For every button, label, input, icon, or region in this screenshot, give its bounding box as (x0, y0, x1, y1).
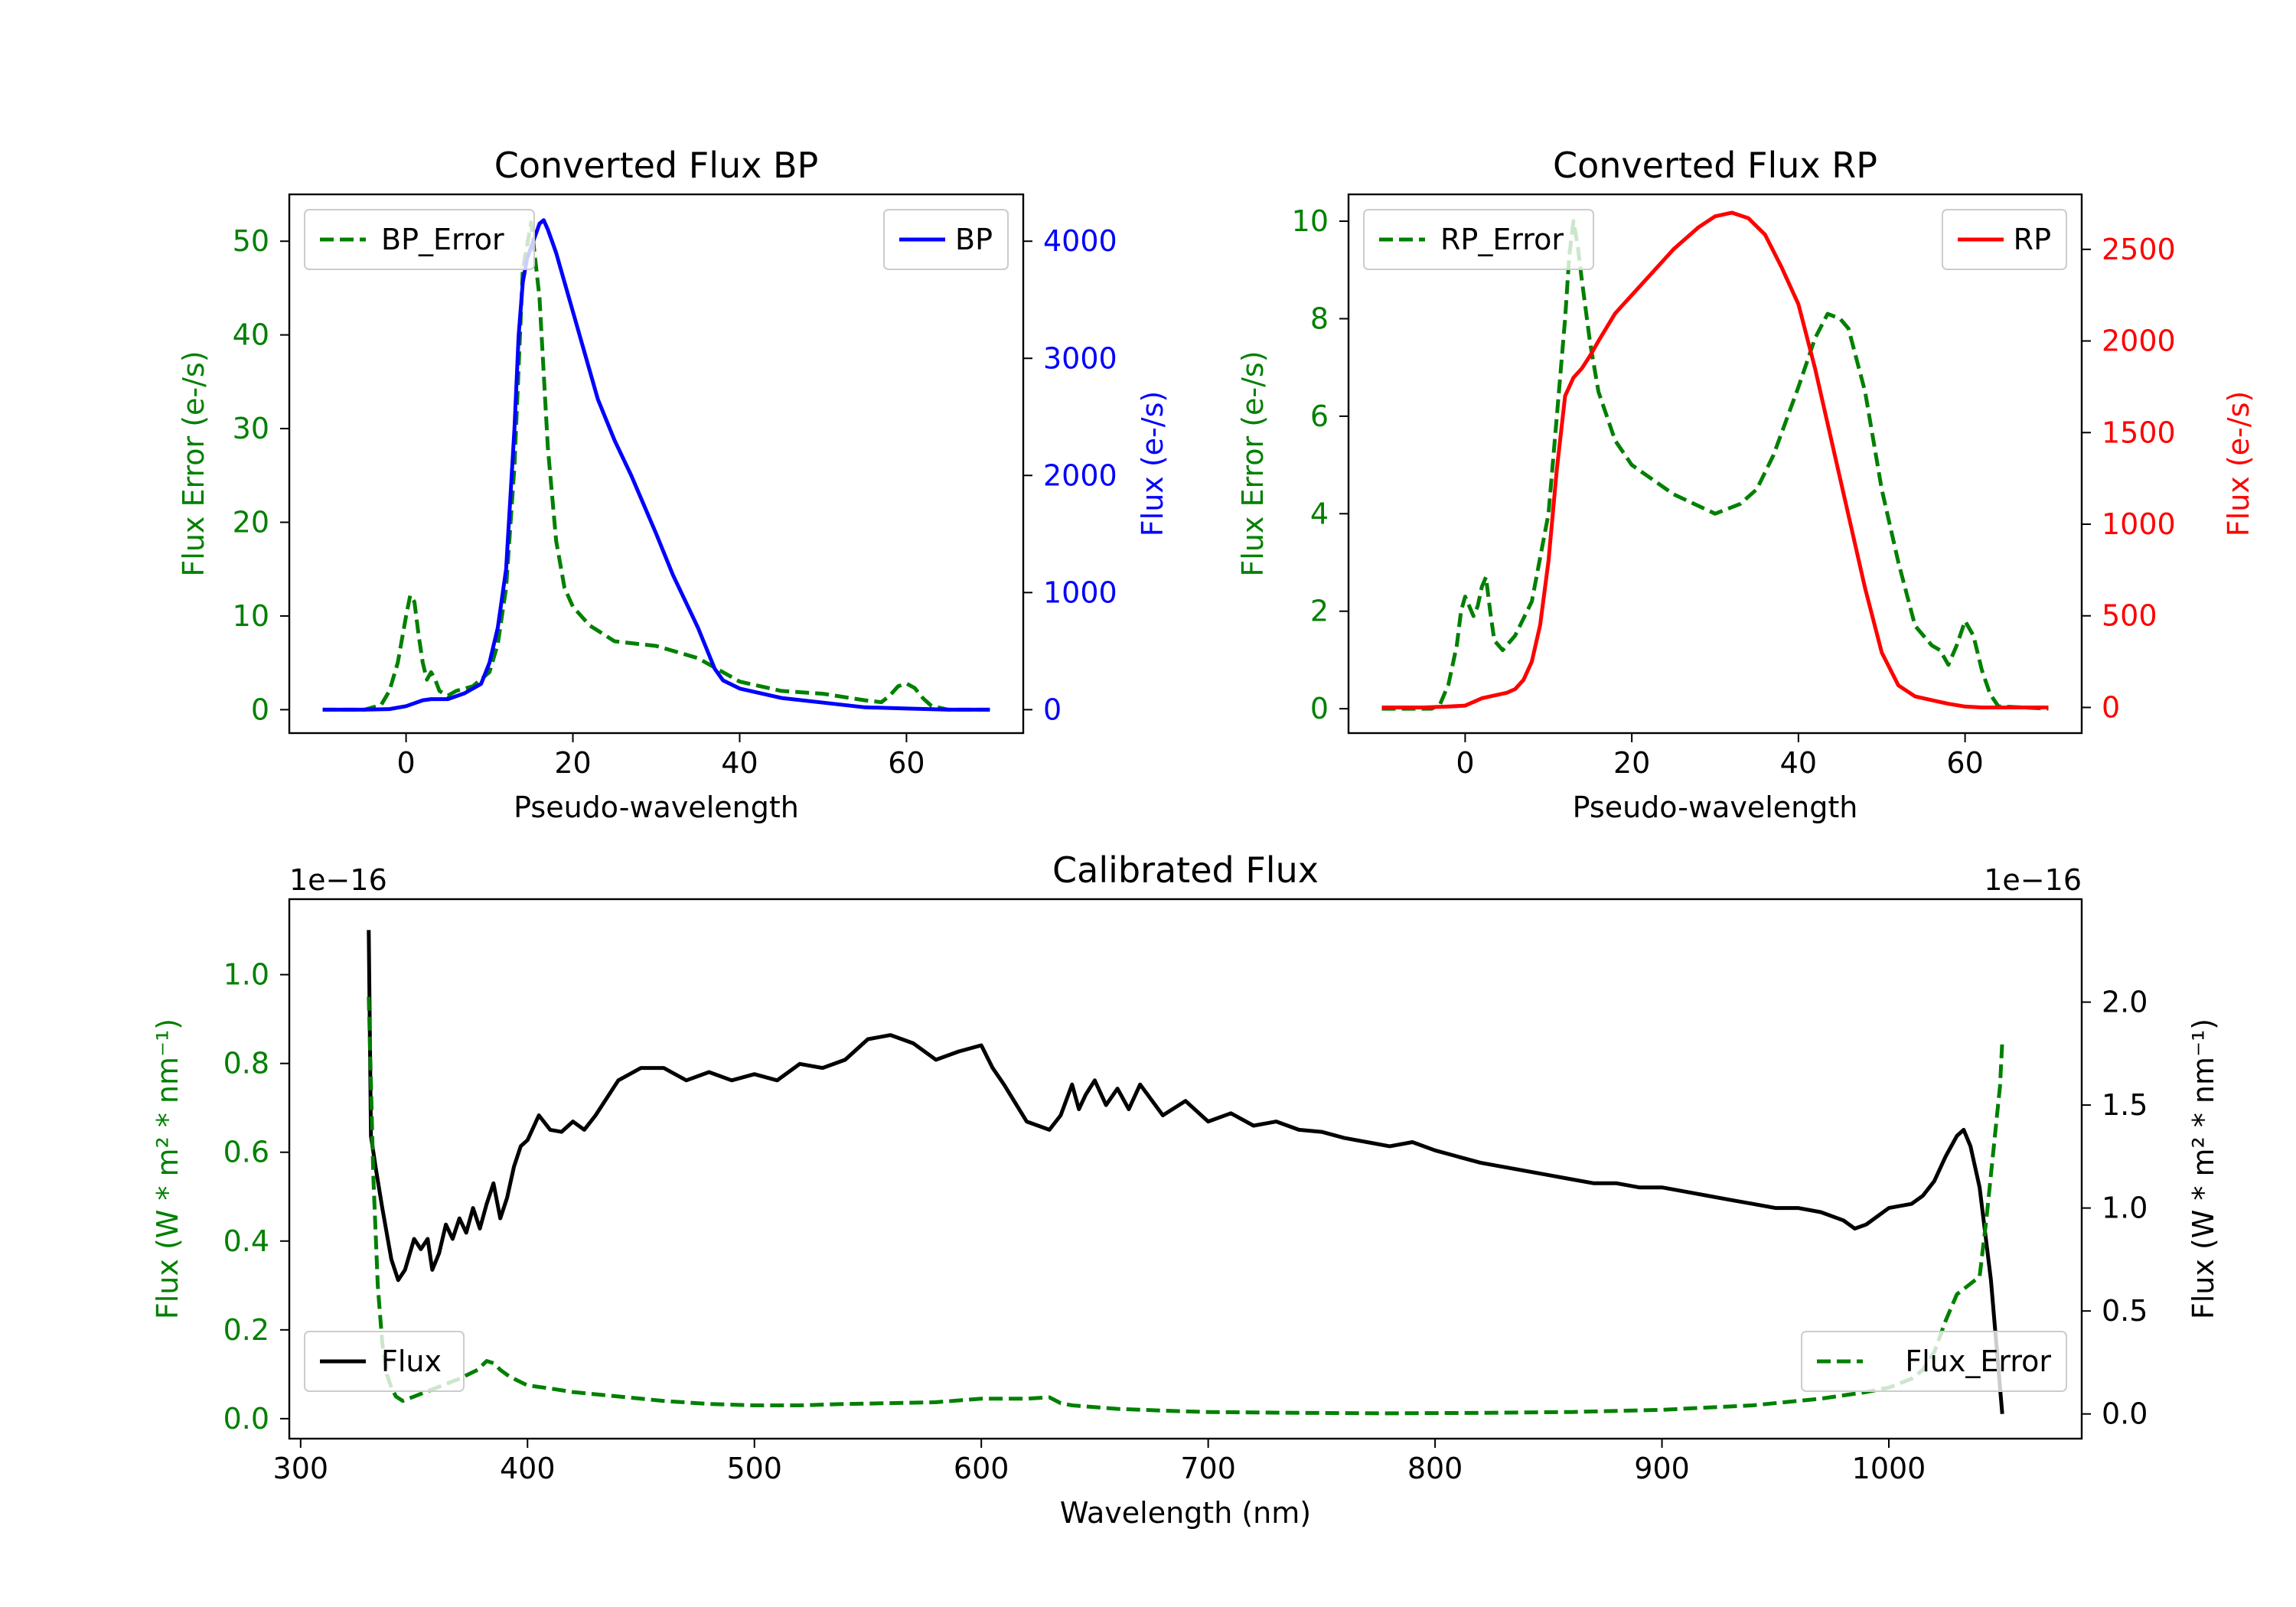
calibrated-xtick-label: 700 (1180, 1452, 1236, 1485)
bp-xtick-label: 60 (888, 746, 925, 780)
calibrated-series-flux (367, 930, 2004, 1414)
rp-ytick-right-label: 1000 (2102, 507, 2176, 541)
calibrated-ytick-left-label: 0.4 (223, 1224, 269, 1258)
calibrated-xtick-label: 300 (273, 1452, 329, 1485)
calibrated-axes-frame (288, 898, 2083, 1440)
calibrated-xtick-label: 600 (954, 1452, 1009, 1485)
calibrated-ytick-left-label: 0.6 (223, 1136, 269, 1169)
calibrated-legend-left-box (304, 1331, 465, 1392)
calibrated-offset-right: 1e−16 (1984, 863, 2082, 897)
calibrated-ytick-left-label: 0.0 (223, 1402, 269, 1436)
calibrated-ytick-right-label: 0.5 (2102, 1294, 2148, 1328)
rp-ytick-right-label: 0 (2102, 690, 2120, 724)
bp-panel: 0 20 40 60 0 10 20 30 40 50 0 1000 2000 3000 4000 Conve… (177, 145, 1169, 824)
rp-ylabel-right: Flux (e-/s) (2222, 391, 2255, 536)
rp-legend-right-label: RP (2014, 223, 2051, 256)
calibrated-legend-right-label: Flux_Error (1905, 1345, 2051, 1378)
calibrated-ylabel-right: Flux (W * m² * nm⁻¹) (2187, 1019, 2220, 1319)
rp-ytick-left-label: 8 (1310, 302, 1329, 335)
bp-series-bp (322, 218, 990, 712)
bp-ytick-left-label: 10 (233, 599, 269, 633)
calibrated-ytick-right-label: 0.0 (2102, 1397, 2148, 1431)
rp-series-rp (1381, 210, 2049, 709)
rp-title: Converted Flux RP (1553, 145, 1877, 186)
rp-series-rp-error (1381, 219, 2049, 711)
rp-legend-left-label: RP_Error (1440, 223, 1564, 256)
bp-legend-left-box (304, 209, 535, 270)
calibrated-offset-left: 1e−16 (289, 863, 387, 897)
bp-ytick-right-label: 1000 (1043, 575, 1117, 609)
bp-ytick-left-label: 40 (233, 318, 269, 352)
calibrated-title: Calibrated Flux (1052, 849, 1319, 891)
calibrated-ytick-left-label: 1.0 (223, 958, 269, 992)
bp-ytick-left-label: 50 (233, 224, 269, 258)
rp-legend-left-box (1363, 209, 1594, 270)
bp-ylabel-right: Flux (e-/s) (1136, 391, 1169, 536)
rp-ytick-left-label: 2 (1310, 595, 1329, 628)
bp-ytick-right-label: 4000 (1043, 224, 1117, 258)
bp-ytick-left-label: 30 (233, 412, 269, 445)
calibrated-panel: 300 400 500 600 700 800 900 1000 0.0 0.2 0.4 0.6 0.8… (151, 849, 2220, 1530)
bp-ytick-left-label: 0 (251, 693, 269, 726)
rp-xtick-label: 20 (1613, 746, 1650, 780)
calibrated-legend-left-label: Flux (381, 1345, 442, 1378)
bp-ytick-right-label: 2000 (1043, 458, 1117, 492)
bp-title: Converted Flux BP (494, 145, 819, 186)
bp-ylabel-left: Flux Error (e-/s) (177, 350, 210, 576)
calibrated-ytick-left-label: 0.2 (223, 1313, 269, 1347)
rp-ytick-right-label: 2000 (2102, 324, 2176, 358)
rp-panel: 0 20 40 60 0 2 4 6 8 10 0 500 1000 1500 2000 2500 Conver… (1236, 145, 2255, 824)
rp-series-group (1381, 210, 2049, 711)
rp-legend-right-box (1942, 209, 2067, 270)
rp-ylabel-left: Flux Error (e-/s) (1236, 350, 1270, 576)
rp-xlabel: Pseudo-wavelength (1573, 790, 1858, 824)
rp-xtick-label: 0 (1456, 746, 1474, 780)
calibrated-xtick-label: 800 (1407, 1452, 1463, 1485)
rp-ytick-right-label: 1500 (2102, 416, 2176, 449)
rp-axes-frame (1347, 193, 2083, 735)
calibrated-xlabel: Wavelength (nm) (1060, 1496, 1311, 1530)
calibrated-ytick-right-label: 2.0 (2102, 986, 2148, 1019)
bp-xtick-label: 40 (721, 746, 758, 780)
bp-legend-left-label: BP_Error (381, 223, 504, 256)
calibrated-xtick-label: 400 (500, 1452, 556, 1485)
rp-xtick-label: 60 (1946, 746, 1983, 780)
rp-ytick-right-label: 500 (2102, 599, 2157, 633)
bp-xtick-label: 20 (554, 746, 591, 780)
calibrated-ytick-right-label: 1.5 (2102, 1088, 2148, 1122)
bp-legend-right-label: BP (955, 223, 993, 256)
calibrated-legend-right-box (1801, 1331, 2067, 1392)
calibrated-xtick-label: 1000 (1852, 1452, 1926, 1485)
bp-axes-frame (288, 193, 1025, 735)
rp-ytick-left-label: 6 (1310, 399, 1329, 433)
bp-xtick-label: 0 (396, 746, 415, 780)
rp-ytick-right-label: 2500 (2102, 233, 2176, 266)
bp-ytick-right-label: 3000 (1043, 341, 1117, 375)
calibrated-ylabel-left: Flux (W * m² * nm⁻¹) (151, 1019, 184, 1319)
rp-ytick-left-label: 10 (1292, 204, 1329, 238)
calibrated-xtick-label: 500 (726, 1452, 782, 1485)
rp-ytick-left-label: 4 (1310, 497, 1329, 530)
calibrated-ytick-right-label: 1.0 (2102, 1191, 2148, 1225)
rp-xtick-label: 40 (1780, 746, 1817, 780)
calibrated-ytick-left-label: 0.8 (223, 1047, 269, 1081)
rp-ytick-left-label: 0 (1310, 692, 1329, 725)
bp-xlabel: Pseudo-wavelength (514, 790, 799, 824)
calibrated-xtick-label: 900 (1634, 1452, 1690, 1485)
bp-ytick-right-label: 0 (1043, 693, 1062, 726)
bp-legend-right-box (883, 209, 1009, 270)
bp-ytick-left-label: 20 (233, 506, 269, 539)
